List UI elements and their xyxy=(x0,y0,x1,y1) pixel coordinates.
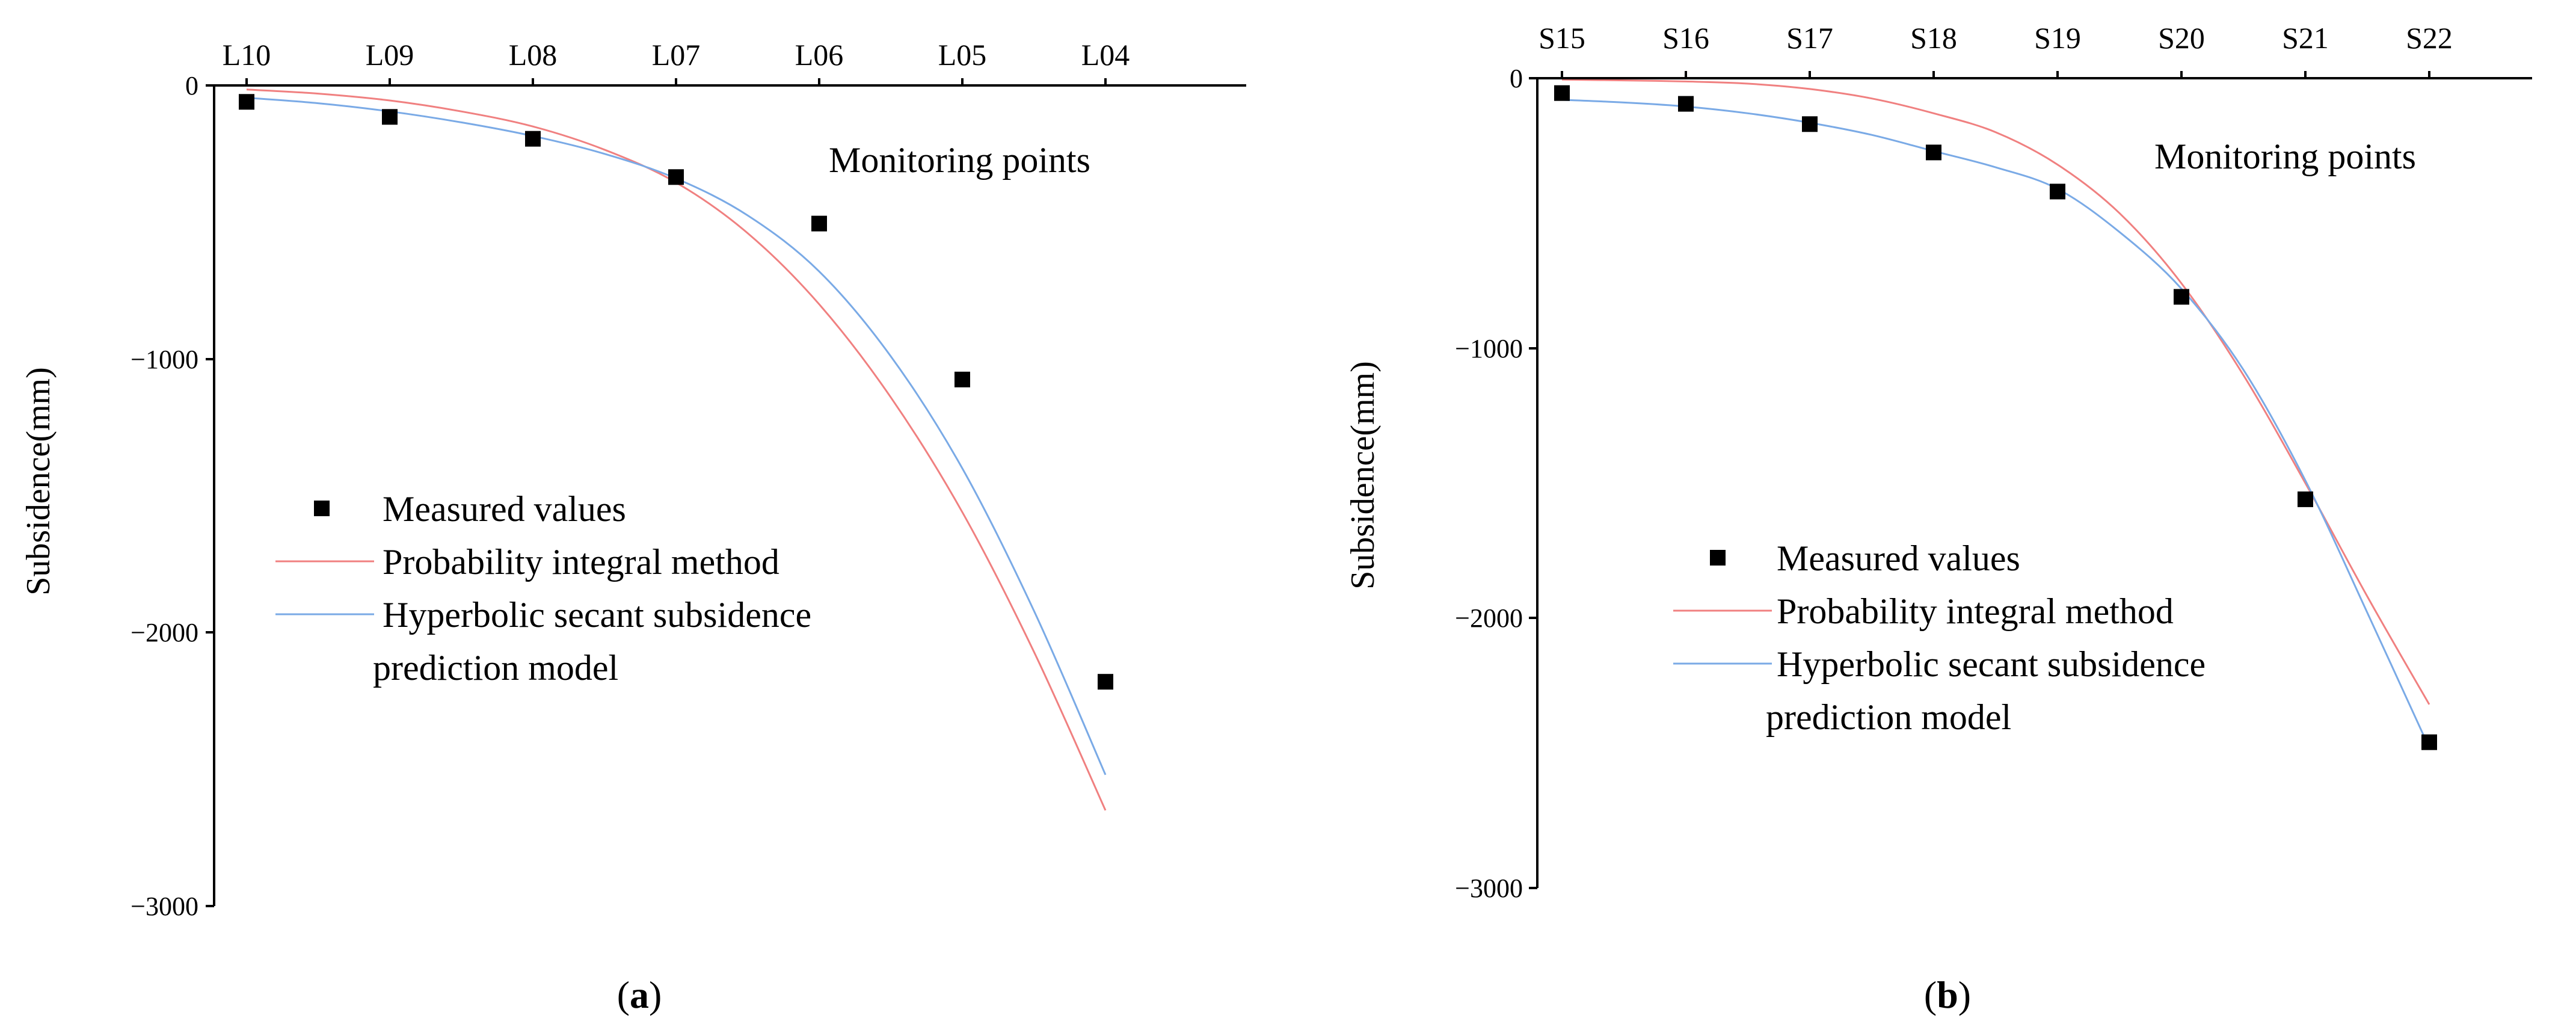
panel-label-a: (a) xyxy=(617,973,662,1016)
measured-point-S19 xyxy=(2050,183,2065,200)
probability-integral-curve xyxy=(246,88,1107,811)
legend-label-hyperbolic: Hyperbolic secant subsidence xyxy=(383,595,811,635)
y-tick-label: −1000 xyxy=(1455,334,1523,363)
legend-label-probability: Probability integral method xyxy=(1777,591,2174,631)
measured-point-S21 xyxy=(2298,491,2313,507)
x-tick-label: S19 xyxy=(2034,21,2081,55)
measured-point-L06 xyxy=(811,215,827,232)
x-ticks-b xyxy=(1561,71,2430,78)
x-tick-label: L08 xyxy=(509,38,558,72)
measured-points-b xyxy=(1554,85,2437,750)
y-tick-label: −1000 xyxy=(131,345,198,374)
y-axis-title-a: Subsidence(mm) xyxy=(20,367,57,595)
hyperbolic-secant-curve xyxy=(246,97,1107,775)
legend-label-probability: Probability integral method xyxy=(383,542,779,582)
x-tick-labels-a: L10 L09 L08 L07 L06 L05 L04 xyxy=(223,38,1130,72)
legend-label-hyperbolic: Hyperbolic secant subsidence xyxy=(1777,644,2206,684)
x-tick-label: L06 xyxy=(795,38,844,72)
measured-point-S20 xyxy=(2174,289,2189,305)
y-tick-labels-a: 0 −1000 −2000 −3000 xyxy=(131,71,198,921)
y-tick-label: −2000 xyxy=(131,618,198,647)
x-tick-label: S22 xyxy=(2406,21,2453,55)
x-axis-title-b: Monitoring points xyxy=(2154,137,2416,176)
legend-label-hyperbolic-cont: prediction model xyxy=(373,648,618,688)
x-tick-label: S15 xyxy=(1539,21,1585,55)
x-tick-label: L07 xyxy=(652,38,701,72)
x-tick-label: S16 xyxy=(1662,21,1709,55)
y-tick-label: 0 xyxy=(185,71,198,100)
x-ticks-a xyxy=(245,78,1107,85)
x-tick-label: S21 xyxy=(2282,21,2329,55)
measured-points-a xyxy=(239,94,1113,690)
x-tick-label: S17 xyxy=(1786,21,1833,55)
x-axis-title-a: Monitoring points xyxy=(829,140,1090,180)
measured-point-L07 xyxy=(668,169,684,185)
x-tick-label: L04 xyxy=(1081,38,1130,72)
legend-marker-measured xyxy=(1710,550,1726,566)
legend-label-hyperbolic-cont: prediction model xyxy=(1766,697,2011,737)
y-axis-title-b: Subsidence(mm) xyxy=(1344,361,1382,589)
measured-point-S16 xyxy=(1678,96,1694,112)
measured-point-S18 xyxy=(1926,144,1941,161)
panel-a: L10 L09 L08 L07 L06 L05 L04 0 −1000 −200… xyxy=(20,38,1246,1016)
x-tick-label: L05 xyxy=(938,38,987,72)
measured-point-L08 xyxy=(525,131,541,147)
legend-label-measured: Measured values xyxy=(1777,538,2020,578)
measured-point-S17 xyxy=(1802,116,1818,132)
probability-integral-curve xyxy=(1561,78,2430,705)
legend-a: Measured values Probability integral met… xyxy=(275,489,811,688)
x-tick-labels-b: S15 S16 S17 S18 S19 S20 S21 S22 xyxy=(1539,21,2453,55)
y-tick-labels-b: 0 −1000 −2000 −3000 xyxy=(1455,64,1523,903)
y-tick-label: 0 xyxy=(1510,64,1523,93)
panel-b: S15 S16 S17 S18 S19 S20 S21 S22 0 −1000 … xyxy=(1344,21,2532,1016)
legend-marker-measured xyxy=(314,501,330,516)
plot-area-a xyxy=(246,88,1107,811)
y-ticks-b xyxy=(1529,77,1537,889)
measured-point-L10 xyxy=(239,94,254,110)
y-tick-label: −3000 xyxy=(1455,874,1523,903)
x-tick-label: L10 xyxy=(223,38,271,72)
y-tick-label: −2000 xyxy=(1455,603,1523,633)
measured-point-L04 xyxy=(1098,674,1113,690)
panel-label-b: (b) xyxy=(1924,973,1971,1016)
measured-point-L09 xyxy=(382,109,398,125)
x-tick-label: L09 xyxy=(366,38,414,72)
y-tick-label: −3000 xyxy=(131,892,198,921)
measured-point-L05 xyxy=(954,371,970,387)
legend-label-measured: Measured values xyxy=(383,489,626,529)
x-tick-label: S20 xyxy=(2158,21,2205,55)
measured-point-S22 xyxy=(2421,734,2437,750)
legend-b: Measured values Probability integral met… xyxy=(1673,538,2206,737)
y-ticks-a xyxy=(206,84,214,907)
measured-point-S15 xyxy=(1554,85,1570,101)
x-tick-label: S18 xyxy=(1910,21,1957,55)
